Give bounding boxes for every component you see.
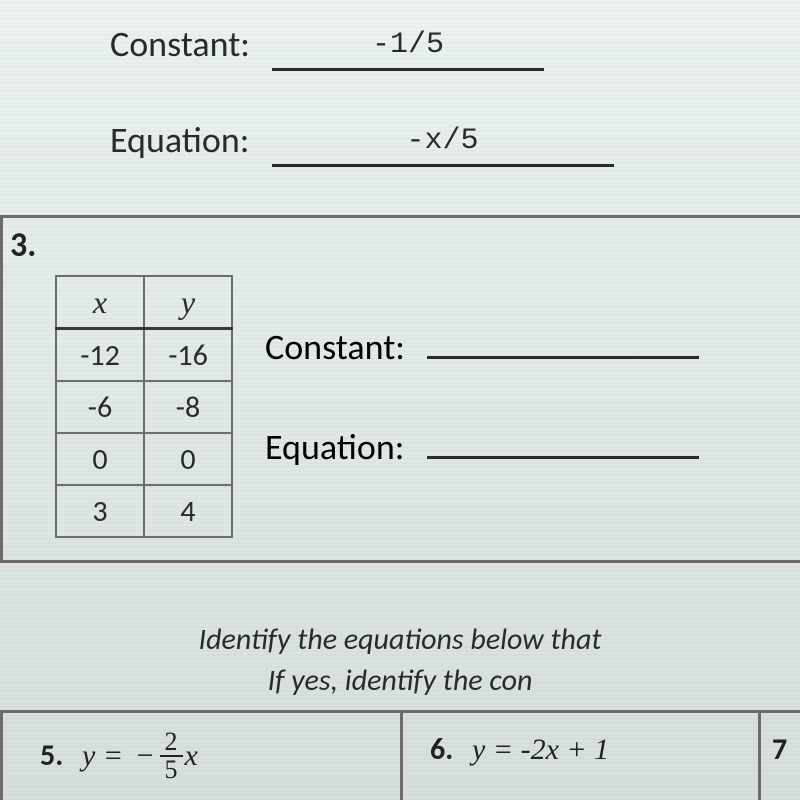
cell-x: 0 bbox=[56, 433, 144, 485]
bottom-col-divider-2 bbox=[758, 713, 761, 800]
p3-equation-row: Equation: bbox=[265, 425, 699, 469]
p3-constant-blank[interactable] bbox=[427, 354, 699, 359]
cell-y: 0 bbox=[144, 433, 232, 485]
constant-label: Constant: bbox=[110, 22, 250, 66]
p5-lhs: y bbox=[82, 739, 95, 772]
col-header-x: x bbox=[56, 276, 144, 329]
identify-instructions: Identify the equations below that If yes… bbox=[0, 610, 800, 701]
equation-row: Equation: -x/5 bbox=[110, 118, 614, 167]
p5-neg: − bbox=[137, 739, 154, 772]
p5-rhs: x bbox=[185, 739, 198, 772]
bottom-col-divider-1 bbox=[400, 713, 403, 800]
constant-value: -1/5 bbox=[372, 28, 444, 62]
problem-5: 5. y = −25x bbox=[40, 731, 198, 785]
equation-blank[interactable]: -x/5 bbox=[272, 118, 614, 167]
problem-7: 7 bbox=[772, 731, 799, 768]
cell-x: -6 bbox=[56, 381, 144, 433]
p3-constant-row: Constant: bbox=[265, 325, 699, 369]
identify-line-1: Identify the equations below that bbox=[0, 620, 800, 661]
xy-table: x y -12 -16 -6 -8 0 0 3 4 bbox=[55, 275, 233, 538]
cell-x: -12 bbox=[56, 329, 144, 382]
table-row: 3 4 bbox=[56, 485, 232, 537]
table-row: -12 -16 bbox=[56, 329, 232, 382]
col-header-y: y bbox=[144, 276, 232, 329]
worksheet-page: Constant: -1/5 Equation: -x/5 3. x y -12… bbox=[0, 0, 800, 800]
p3-constant-label: Constant: bbox=[265, 325, 405, 369]
problem-6-expr: y = -2x + 1 bbox=[472, 733, 609, 766]
p5-frac-num: 2 bbox=[160, 729, 183, 757]
problem-5-expr: y = −25x bbox=[82, 739, 198, 772]
p5-frac-den: 5 bbox=[160, 757, 183, 783]
problem-3-number: 3. bbox=[10, 225, 36, 266]
bottom-problems-row: 5. y = −25x 6. y = -2x + 1 7 bbox=[0, 710, 800, 800]
p5-eq: = bbox=[95, 739, 130, 772]
equation-value: -x/5 bbox=[407, 124, 479, 158]
p5-fraction: 25 bbox=[160, 729, 183, 783]
cell-left-border bbox=[0, 215, 3, 560]
problem-3: 3. x y -12 -16 -6 -8 0 0 3 4 bbox=[0, 215, 800, 563]
cell-y: 4 bbox=[144, 485, 232, 537]
equation-label: Equation: bbox=[110, 118, 249, 162]
cell-y: -16 bbox=[144, 329, 232, 382]
problem-6: 6. y = -2x + 1 bbox=[430, 731, 609, 768]
top-block: Constant: -1/5 Equation: -x/5 bbox=[0, 0, 800, 218]
cell-y: -8 bbox=[144, 381, 232, 433]
bottom-left-border bbox=[0, 713, 3, 800]
identify-line-2: If yes, identify the con bbox=[0, 661, 800, 702]
constant-row: Constant: -1/5 bbox=[110, 22, 544, 71]
p3-equation-label: Equation: bbox=[265, 425, 404, 469]
table-head-row: x y bbox=[56, 276, 232, 329]
p3-equation-blank[interactable] bbox=[427, 454, 699, 459]
constant-blank[interactable]: -1/5 bbox=[272, 22, 544, 71]
table-row: 0 0 bbox=[56, 433, 232, 485]
problem-6-number: 6. bbox=[430, 731, 453, 768]
table-row: -6 -8 bbox=[56, 381, 232, 433]
cell-x: 3 bbox=[56, 485, 144, 537]
problem-7-number: 7 bbox=[772, 731, 787, 768]
problem-5-number: 5. bbox=[40, 737, 63, 774]
